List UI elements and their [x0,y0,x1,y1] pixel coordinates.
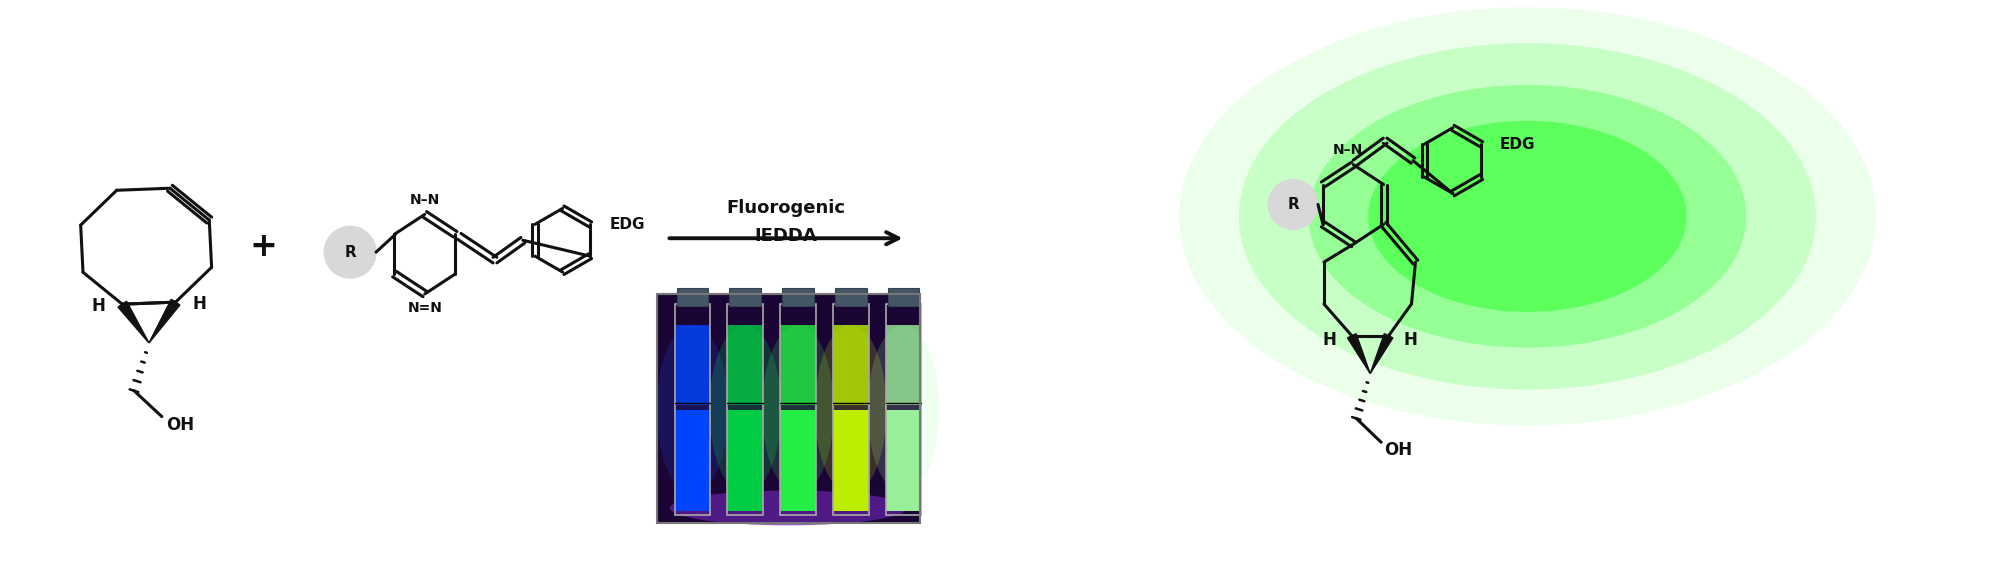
Bar [676,288,708,306]
Polygon shape [148,300,180,343]
Bar [674,304,710,515]
Text: EDG: EDG [610,217,646,232]
Text: EDG: EDG [1500,137,1534,151]
Ellipse shape [656,325,728,494]
Text: H: H [92,297,106,315]
Text: H: H [1404,331,1418,348]
Bar [886,304,922,515]
Ellipse shape [670,491,908,525]
Text: H: H [1322,331,1336,348]
Text: Fluorogenic: Fluorogenic [726,199,846,217]
Text: R: R [344,245,356,260]
Bar [730,288,762,306]
Bar [834,288,866,306]
Ellipse shape [1308,85,1746,348]
Circle shape [1268,180,1318,229]
Polygon shape [1370,334,1392,374]
Polygon shape [118,301,148,343]
Ellipse shape [868,325,940,494]
Text: N–N: N–N [1334,143,1364,157]
Bar [782,288,814,306]
Circle shape [324,226,376,278]
Bar [780,410,816,511]
Bar [674,325,710,405]
Bar [728,304,764,515]
Bar [674,410,710,511]
Bar [832,410,868,511]
Text: +: + [250,230,278,263]
Bar [886,410,922,511]
Ellipse shape [1368,121,1686,312]
Bar [728,410,764,511]
Text: R: R [1288,197,1298,212]
Bar [888,288,920,306]
Bar [832,325,868,405]
Text: OH: OH [166,415,194,434]
Bar [656,294,920,523]
Bar [780,304,816,515]
Ellipse shape [710,325,782,494]
Ellipse shape [1238,43,1816,389]
Ellipse shape [814,325,886,494]
Text: OH: OH [1384,441,1412,459]
Bar [886,325,922,405]
Text: IEDDA: IEDDA [754,228,818,245]
Text: N=N: N=N [408,301,442,315]
Text: N–N: N–N [410,194,440,207]
Ellipse shape [1180,7,1876,425]
Text: H: H [192,295,206,313]
Bar [780,325,816,405]
Ellipse shape [762,325,834,494]
Bar [832,304,868,515]
Polygon shape [1348,334,1370,374]
Bar [656,294,920,523]
Bar [728,325,764,405]
